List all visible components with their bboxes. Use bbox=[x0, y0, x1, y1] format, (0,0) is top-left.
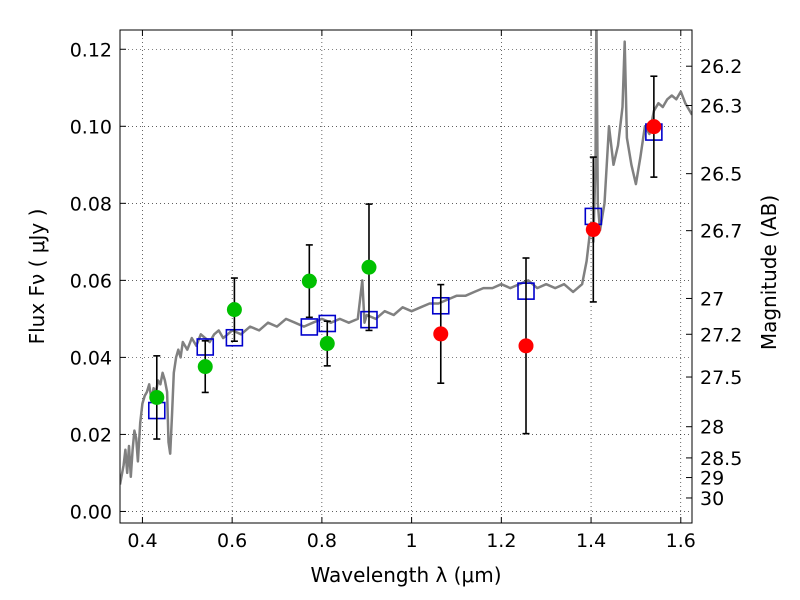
tick-layer: 0.4 0.6 0.8 1 1.2 1.4 1.6 0.00 0.02 0.04 0.06 0.08 0… bbox=[70, 30, 742, 552]
flux-point-marker bbox=[197, 359, 213, 375]
x-tick-label: 1.6 bbox=[666, 530, 696, 552]
y2-tick-label: 26.3 bbox=[700, 95, 742, 117]
x-axis-label: Wavelength λ (μm) bbox=[310, 563, 501, 587]
x-tick-label: 1.4 bbox=[576, 530, 606, 552]
flux-point-marker bbox=[433, 326, 449, 342]
flux-point-marker bbox=[149, 389, 165, 405]
spectrum-line bbox=[120, 30, 692, 485]
y2-tick-label: 30 bbox=[700, 488, 724, 510]
flux-point-marker bbox=[226, 302, 242, 318]
y-tick-label: 0.10 bbox=[70, 116, 112, 138]
flux-point-marker bbox=[585, 222, 601, 238]
y2-tick-label: 26.2 bbox=[700, 56, 742, 78]
y-tick-label: 0.04 bbox=[70, 347, 112, 369]
y-tick-label: 0.00 bbox=[70, 501, 112, 523]
y-tick-label: 0.08 bbox=[70, 193, 112, 215]
y-tick-label: 0.06 bbox=[70, 270, 112, 292]
y2-tick-label: 27 bbox=[700, 288, 724, 310]
x-tick-label: 0.4 bbox=[127, 530, 157, 552]
y2-tick-label: 27.5 bbox=[700, 367, 742, 389]
plot-layer bbox=[120, 30, 692, 485]
right-axis-label: Magnitude (AB) bbox=[757, 195, 781, 350]
x-tick-label: 0.6 bbox=[217, 530, 247, 552]
flux-point-marker bbox=[646, 119, 662, 135]
x-tick-label: 1.2 bbox=[486, 530, 516, 552]
flux-point-marker bbox=[301, 273, 317, 289]
x-tick-label: 1 bbox=[406, 530, 418, 552]
y-axis-label: Flux Fν ( μJy ) bbox=[25, 209, 49, 345]
y2-tick-label: 28 bbox=[700, 417, 724, 439]
y2-tick-label: 29 bbox=[700, 468, 724, 490]
plot-frame bbox=[119, 29, 693, 524]
grid-layer bbox=[120, 30, 692, 523]
y2-tick-label: 28.5 bbox=[700, 448, 742, 470]
y-tick-label: 0.12 bbox=[70, 39, 112, 61]
model-square-marker bbox=[300, 318, 319, 336]
flux-point-marker bbox=[319, 336, 335, 352]
y-tick-label: 0.02 bbox=[70, 424, 112, 446]
flux-point-marker bbox=[361, 259, 377, 275]
y2-tick-label: 27.2 bbox=[700, 324, 742, 346]
y2-tick-label: 26.5 bbox=[700, 164, 742, 186]
y2-tick-label: 26.7 bbox=[700, 221, 742, 243]
flux-point-marker bbox=[518, 338, 534, 354]
x-tick-label: 0.8 bbox=[307, 530, 337, 552]
